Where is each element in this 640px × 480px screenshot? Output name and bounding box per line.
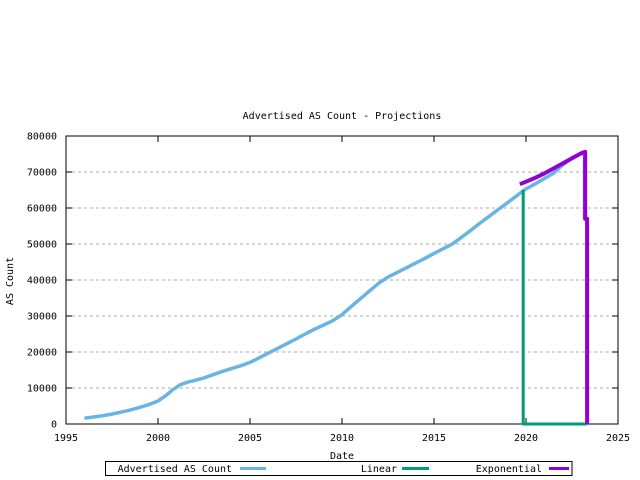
x-tick-label: 2025 bbox=[606, 433, 630, 444]
plot-border bbox=[65, 135, 619, 425]
chart-title: Advertised AS Count - Projections bbox=[243, 111, 442, 122]
y-tick-label: 70000 bbox=[27, 168, 57, 179]
y-tick-label: 50000 bbox=[27, 240, 57, 251]
ticks-layer: 1995 2000 2005 2010 2015 2020 2025 0 10000 20000 3… bbox=[27, 132, 630, 445]
x-tick-label: 2020 bbox=[514, 433, 538, 444]
x-tick-label: 2005 bbox=[238, 433, 262, 444]
x-tick-label: 2010 bbox=[330, 433, 354, 444]
x-tick-label: 2000 bbox=[146, 433, 170, 444]
y-tick-label: 10000 bbox=[27, 384, 57, 395]
y-tick-label: 20000 bbox=[27, 348, 57, 359]
legend-label-advertised-as-count: Advertised AS Count bbox=[118, 464, 232, 475]
legend-label-linear: Linear bbox=[361, 464, 397, 475]
series-advertised-as-count bbox=[84, 150, 587, 420]
x-tick-label: 1995 bbox=[54, 433, 78, 444]
series-linear bbox=[521, 190, 588, 426]
y-tick-label: 40000 bbox=[27, 276, 57, 287]
x-axis-label: Date bbox=[330, 451, 354, 462]
legend-box bbox=[105, 461, 573, 476]
series-layer bbox=[84, 149, 590, 426]
legend-label-exponential: Exponential bbox=[476, 464, 542, 475]
y-axis-label: AS Count bbox=[5, 257, 16, 305]
x-tick-label: 2015 bbox=[422, 433, 446, 444]
y-tick-label: 80000 bbox=[27, 132, 57, 143]
gridlines-layer bbox=[66, 171, 618, 389]
legend: Advertised AS Count Linear Exponential bbox=[105, 461, 573, 476]
y-tick-label: 60000 bbox=[27, 204, 57, 215]
y-tick-label: 30000 bbox=[27, 312, 57, 323]
y-tick-label: 0 bbox=[51, 420, 57, 431]
series-exponential bbox=[519, 149, 590, 424]
